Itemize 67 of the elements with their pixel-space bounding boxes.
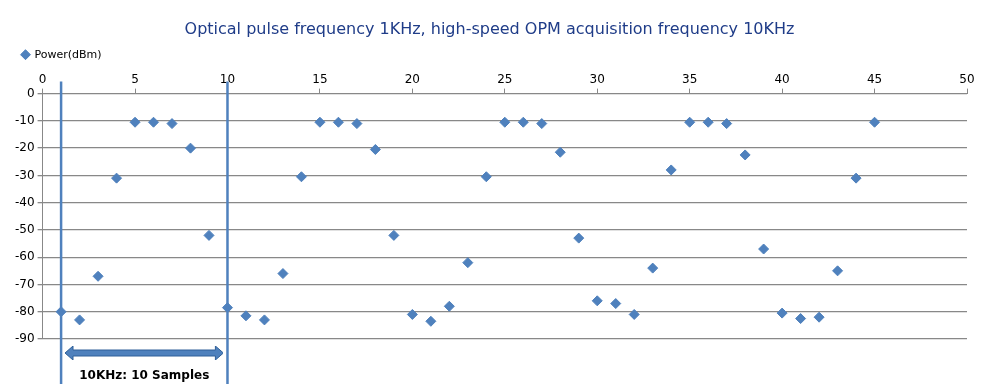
y-tick-label: 0 (26, 85, 35, 100)
point (795, 313, 807, 325)
point (480, 171, 492, 183)
point (406, 308, 418, 320)
point (314, 116, 326, 128)
y-tick-label: -90 (14, 331, 35, 346)
point (684, 116, 696, 128)
x-tick-label: 50 (959, 71, 975, 86)
x-tick-label: 5 (131, 71, 139, 86)
x-tick-label: 0 (38, 71, 47, 86)
point (702, 116, 714, 128)
point (111, 172, 123, 184)
point (536, 118, 548, 130)
y-tick-label: -10 (14, 112, 35, 127)
point (869, 116, 881, 128)
point (92, 270, 104, 282)
point (517, 116, 529, 128)
point (258, 314, 270, 326)
point (813, 311, 825, 323)
y-tick-label: -50 (14, 222, 35, 237)
point (832, 265, 844, 277)
x-tick-label: 45 (866, 71, 883, 86)
point (443, 300, 455, 312)
point (129, 116, 141, 128)
point (166, 118, 178, 130)
point (295, 171, 307, 183)
point (185, 142, 196, 154)
point (240, 310, 252, 322)
x-tick-label: 25 (497, 71, 513, 86)
y-tick-label: -40 (14, 194, 35, 209)
point (647, 262, 659, 274)
point (554, 146, 566, 158)
y-tick-label: -60 (14, 249, 35, 264)
point (758, 243, 770, 255)
point (425, 315, 437, 327)
x-tick-label: 35 (682, 71, 698, 86)
point (591, 295, 603, 307)
point (776, 307, 788, 319)
point (203, 229, 215, 241)
chart-title: Optical pulse frequency 1KHz, high-speed OPM acquisition frequency 10KHz (184, 18, 795, 38)
y-tick-label: -30 (14, 167, 35, 182)
point (739, 149, 751, 161)
point (148, 116, 160, 128)
y-tick-label: -20 (14, 140, 35, 155)
point (850, 172, 862, 184)
point (332, 116, 344, 128)
point (369, 144, 381, 155)
point (388, 229, 400, 241)
point (573, 232, 585, 244)
point (628, 308, 640, 320)
point (721, 118, 733, 130)
x-tick-label: 30 (589, 71, 605, 86)
legend-label: Power(dBm) (34, 47, 102, 61)
y-tick-label: -70 (14, 276, 35, 291)
point (351, 118, 363, 130)
point (277, 268, 289, 280)
point (610, 298, 622, 310)
y-tick-label: -80 (14, 303, 35, 318)
point (665, 164, 677, 176)
x-tick-label: 20 (404, 71, 420, 86)
point (462, 257, 474, 269)
point (74, 314, 86, 326)
point (499, 116, 511, 128)
text: 10KHz: 10 Samples (79, 368, 210, 383)
x-tick-label: 10 (219, 71, 236, 86)
x-tick-label: 40 (774, 71, 790, 86)
x-tick-label: 15 (312, 71, 328, 86)
